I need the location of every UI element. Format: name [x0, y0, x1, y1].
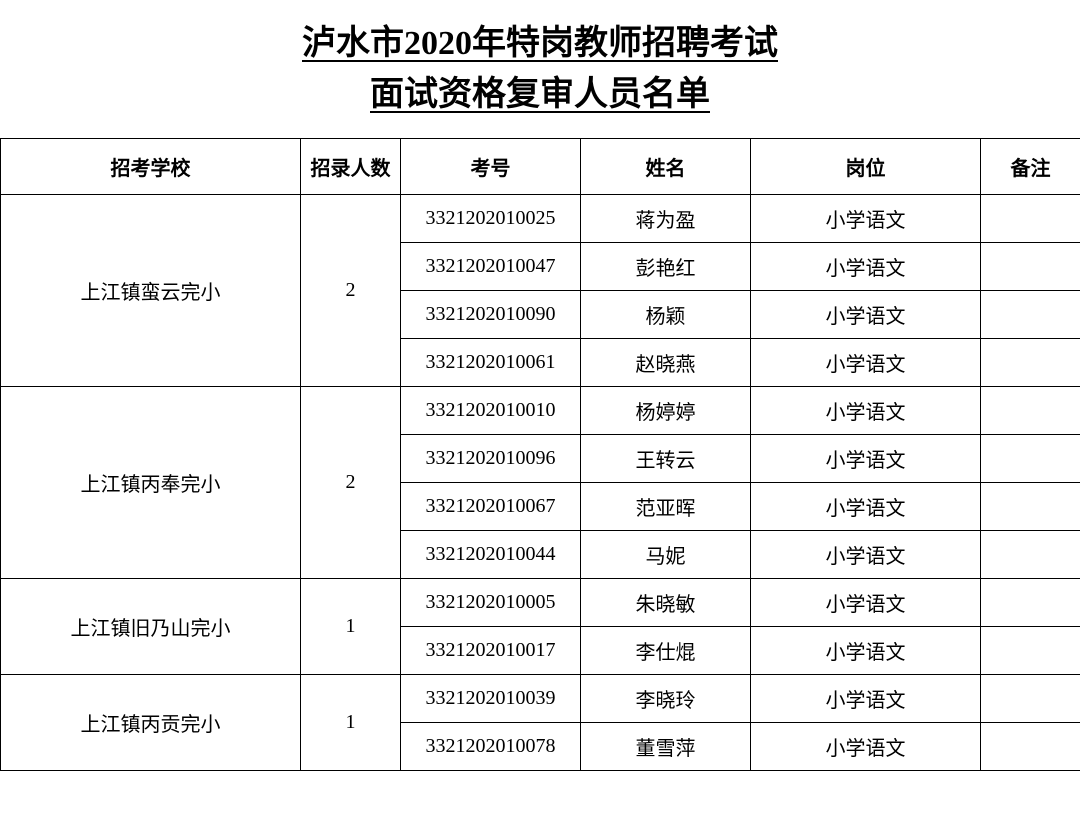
cell-count: 1 [301, 579, 401, 675]
table-row: 上江镇丙奉完小23321202010010杨婷婷小学语文 [1, 387, 1080, 435]
cell-count: 2 [301, 195, 401, 387]
cell-name: 董雪萍 [581, 723, 751, 771]
cell-note [981, 387, 1080, 435]
roster-table: 招考学校 招录人数 考号 姓名 岗位 备注 上江镇蛮云完小23321202010… [0, 138, 1080, 771]
cell-position: 小学语文 [751, 627, 981, 675]
cell-position: 小学语文 [751, 483, 981, 531]
cell-name: 杨婷婷 [581, 387, 751, 435]
cell-exam-no: 3321202010078 [401, 723, 581, 771]
title-line-1: 泸水市2020年特岗教师招聘考试 [302, 18, 778, 69]
cell-position: 小学语文 [751, 723, 981, 771]
cell-school: 上江镇丙贡完小 [1, 675, 301, 771]
cell-count: 1 [301, 675, 401, 771]
cell-exam-no: 3321202010025 [401, 195, 581, 243]
cell-note [981, 723, 1080, 771]
cell-exam-no: 3321202010061 [401, 339, 581, 387]
cell-count: 2 [301, 387, 401, 579]
cell-position: 小学语文 [751, 579, 981, 627]
cell-position: 小学语文 [751, 387, 981, 435]
cell-position: 小学语文 [751, 675, 981, 723]
cell-note [981, 483, 1080, 531]
cell-note [981, 675, 1080, 723]
cell-exam-no: 3321202010090 [401, 291, 581, 339]
cell-note [981, 195, 1080, 243]
header-school: 招考学校 [1, 139, 301, 195]
cell-name: 赵晓燕 [581, 339, 751, 387]
cell-school: 上江镇旧乃山完小 [1, 579, 301, 675]
cell-exam-no: 3321202010039 [401, 675, 581, 723]
cell-exam-no: 3321202010010 [401, 387, 581, 435]
header-count: 招录人数 [301, 139, 401, 195]
cell-exam-no: 3321202010017 [401, 627, 581, 675]
cell-note [981, 339, 1080, 387]
cell-name: 王转云 [581, 435, 751, 483]
cell-position: 小学语文 [751, 291, 981, 339]
cell-note [981, 627, 1080, 675]
cell-position: 小学语文 [751, 435, 981, 483]
table-header-row: 招考学校 招录人数 考号 姓名 岗位 备注 [1, 139, 1080, 195]
cell-name: 杨颖 [581, 291, 751, 339]
table-row: 上江镇丙贡完小13321202010039李晓玲小学语文 [1, 675, 1080, 723]
page-title-container: 泸水市2020年特岗教师招聘考试 面试资格复审人员名单 [0, 0, 1080, 138]
cell-note [981, 435, 1080, 483]
cell-name: 马妮 [581, 531, 751, 579]
cell-exam-no: 3321202010067 [401, 483, 581, 531]
cell-name: 蒋为盈 [581, 195, 751, 243]
cell-exam-no: 3321202010047 [401, 243, 581, 291]
cell-name: 彭艳红 [581, 243, 751, 291]
header-position: 岗位 [751, 139, 981, 195]
header-name: 姓名 [581, 139, 751, 195]
cell-school: 上江镇丙奉完小 [1, 387, 301, 579]
cell-position: 小学语文 [751, 195, 981, 243]
title-line-2: 面试资格复审人员名单 [370, 69, 710, 120]
cell-name: 朱晓敏 [581, 579, 751, 627]
header-note: 备注 [981, 139, 1080, 195]
cell-position: 小学语文 [751, 531, 981, 579]
cell-note [981, 579, 1080, 627]
cell-note [981, 291, 1080, 339]
cell-note [981, 243, 1080, 291]
cell-exam-no: 3321202010044 [401, 531, 581, 579]
table-row: 上江镇蛮云完小23321202010025蒋为盈小学语文 [1, 195, 1080, 243]
cell-school: 上江镇蛮云完小 [1, 195, 301, 387]
table-row: 上江镇旧乃山完小13321202010005朱晓敏小学语文 [1, 579, 1080, 627]
cell-exam-no: 3321202010005 [401, 579, 581, 627]
table-body: 上江镇蛮云完小23321202010025蒋为盈小学语文332120201004… [1, 195, 1080, 771]
cell-position: 小学语文 [751, 243, 981, 291]
cell-exam-no: 3321202010096 [401, 435, 581, 483]
cell-position: 小学语文 [751, 339, 981, 387]
cell-name: 范亚晖 [581, 483, 751, 531]
cell-name: 李仕焜 [581, 627, 751, 675]
cell-name: 李晓玲 [581, 675, 751, 723]
header-exam-no: 考号 [401, 139, 581, 195]
cell-note [981, 531, 1080, 579]
